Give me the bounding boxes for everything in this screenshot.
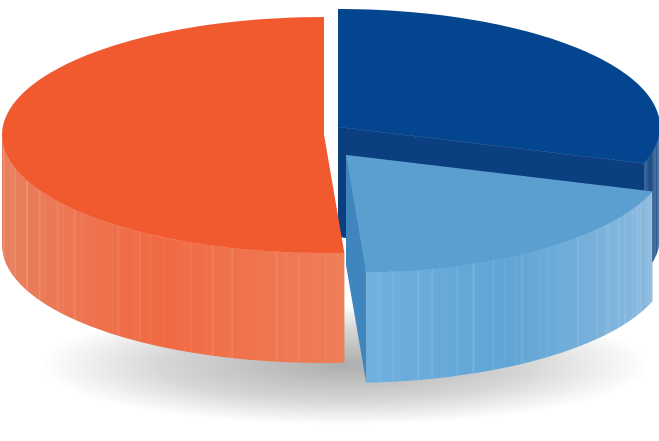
pie-slice	[2, 17, 344, 363]
